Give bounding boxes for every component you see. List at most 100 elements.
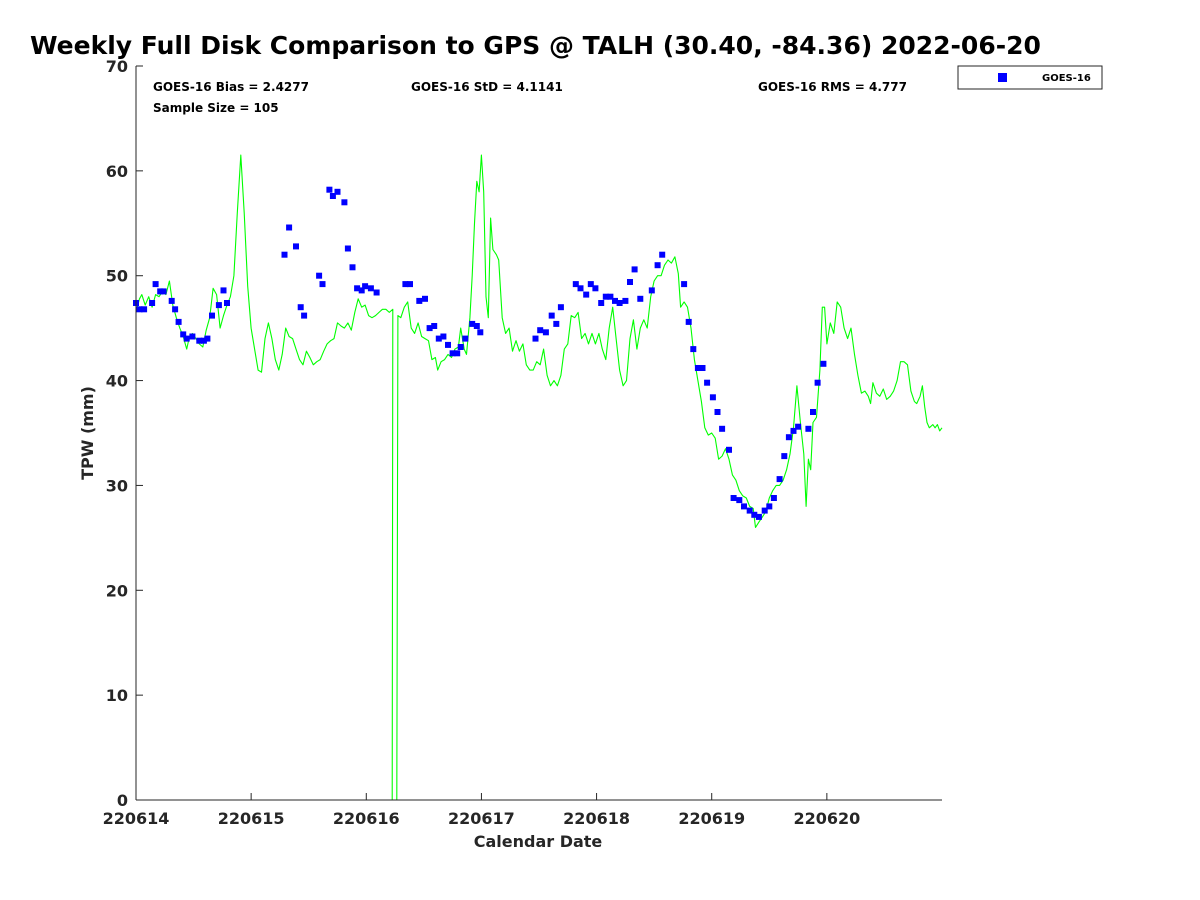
goes16-point xyxy=(189,333,196,340)
goes16-point xyxy=(714,409,721,415)
goes16-point xyxy=(761,507,768,514)
x-axis-label: Calendar Date xyxy=(474,832,603,851)
goes16-point xyxy=(152,281,159,288)
goes16-point xyxy=(587,281,594,288)
goes16-point xyxy=(200,337,207,344)
y-tick-label: 50 xyxy=(106,267,128,286)
goes16-point xyxy=(726,446,732,453)
goes16-point xyxy=(160,288,167,295)
x-tick-label: 220618 xyxy=(563,809,630,828)
goes16-point xyxy=(583,291,590,298)
y-tick-label: 10 xyxy=(106,686,128,705)
goes16-point xyxy=(362,283,369,290)
goes16-point xyxy=(341,199,348,206)
goes16-point xyxy=(334,188,341,195)
goes16-point xyxy=(685,318,692,325)
goes16-point xyxy=(627,279,633,285)
goes16-point xyxy=(344,245,351,252)
legend-box xyxy=(957,65,1103,90)
goes16-point xyxy=(766,503,773,510)
y-axis-label: TPW (mm) xyxy=(78,386,97,480)
goes16-point xyxy=(175,318,182,325)
y-axis-ticks: 0 10 20 30 40 50 60 70 xyxy=(106,57,143,810)
goes16-point xyxy=(631,266,638,273)
goes16-point xyxy=(367,285,374,292)
goes16-point xyxy=(592,285,599,292)
goes16-point xyxy=(301,312,308,319)
goes16-point xyxy=(776,476,783,483)
goes16-point xyxy=(426,325,433,332)
rms-stat: GOES-16 RMS = 4.777 xyxy=(758,80,907,94)
goes16-point xyxy=(373,289,380,296)
goes16-point xyxy=(180,331,187,338)
y-tick-label: 0 xyxy=(117,791,128,810)
goes16-point xyxy=(349,264,356,271)
y-tick-label: 20 xyxy=(106,581,128,600)
goes16-point xyxy=(736,497,743,504)
goes16-point xyxy=(445,341,451,348)
goes16-point xyxy=(215,302,222,309)
goes16-point xyxy=(457,344,464,350)
goes16-point xyxy=(329,193,336,199)
chart-title: Weekly Full Disk Comparison to GPS @ TAL… xyxy=(30,31,1041,60)
goes16-point xyxy=(719,425,726,432)
goes16-point xyxy=(810,409,816,415)
std-stat: GOES-16 StD = 4.1141 xyxy=(411,80,563,94)
goes16-point xyxy=(416,297,423,304)
goes16-point xyxy=(654,262,661,269)
goes16-point xyxy=(755,513,762,520)
goes16-point xyxy=(814,379,821,386)
goes16-point xyxy=(607,293,614,300)
goes16-point xyxy=(598,300,605,306)
goes16-point xyxy=(204,335,211,342)
sample-size-stat: Sample Size = 105 xyxy=(153,101,279,115)
legend: GOES-16 xyxy=(957,65,1103,90)
goes16-point xyxy=(407,281,413,288)
goes16-point xyxy=(820,360,827,367)
bias-stat: GOES-16 Bias = 2.4277 xyxy=(153,80,309,94)
goes16-point xyxy=(790,427,797,434)
goes16-point xyxy=(358,287,365,294)
goes16-point xyxy=(435,335,442,342)
goes16-point xyxy=(469,320,476,327)
legend-label-goes16: GOES-16 xyxy=(1042,73,1091,84)
goes16-point xyxy=(690,346,697,353)
goes16-point xyxy=(709,394,716,401)
goes16-point xyxy=(209,312,215,319)
x-tick-label: 220617 xyxy=(448,809,515,828)
goes16-point xyxy=(751,511,758,518)
goes16-point xyxy=(172,306,179,313)
goes16-point xyxy=(477,329,484,336)
goes16-point xyxy=(741,503,747,510)
goes16-point xyxy=(183,335,190,342)
goes16-point xyxy=(602,293,609,300)
goes16-point xyxy=(281,251,288,258)
plot-area xyxy=(136,66,942,800)
goes16-point xyxy=(572,281,579,288)
goes16-point xyxy=(319,281,326,288)
goes16-point xyxy=(542,329,549,336)
goes16-point xyxy=(704,379,711,386)
goes16-point xyxy=(316,272,323,279)
goes16-point xyxy=(402,281,409,288)
goes16-point xyxy=(548,312,555,319)
goes16-point xyxy=(785,434,792,441)
goes16-point xyxy=(326,186,333,193)
goes16-point xyxy=(537,327,544,334)
goes16-point xyxy=(699,365,706,371)
goes16-point xyxy=(297,304,304,311)
goes16-point xyxy=(746,507,753,514)
goes16-point xyxy=(473,323,480,329)
goes16-point xyxy=(637,295,644,302)
goes16-point xyxy=(354,285,361,292)
goes16-point xyxy=(681,281,688,288)
goes16-point xyxy=(659,251,666,258)
y-tick-label: 60 xyxy=(106,162,128,181)
goes16-point xyxy=(577,285,584,292)
goes16-point xyxy=(622,297,629,304)
goes16-point xyxy=(462,335,469,342)
y-tick-label: 70 xyxy=(106,57,128,76)
goes16-point xyxy=(293,243,299,250)
goes16-point xyxy=(157,288,164,295)
